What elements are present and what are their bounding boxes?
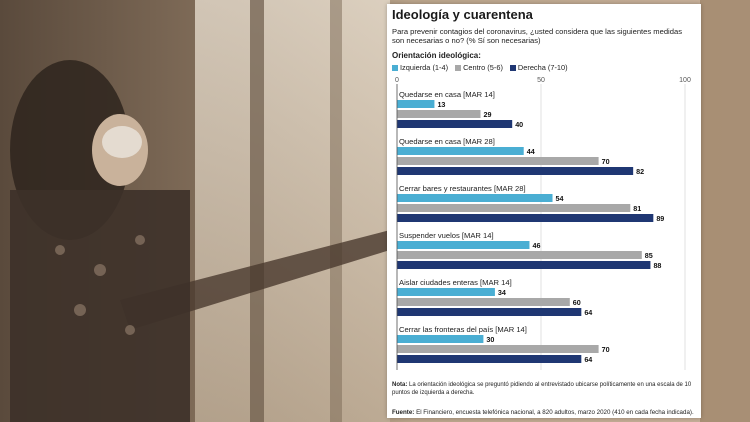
note-text: La orientación ideológica se preguntó pi… — [392, 382, 692, 396]
category-label: Cerrar bares y restaurantes [MAR 28] — [399, 184, 526, 193]
x-tick-label: 0 — [395, 77, 399, 84]
data-label: 46 — [532, 241, 540, 250]
legend-label-derecha: Derecha (7-10) — [517, 63, 568, 72]
bar — [397, 167, 634, 175]
legend-label-izquierda: Izquierda (1-4) — [400, 63, 449, 72]
chart-source: Fuente: El Financiero, encuesta telefóni… — [392, 409, 698, 416]
legend-swatch-centro — [455, 64, 462, 71]
bar — [397, 335, 484, 343]
legend-item-centro: Centro (5-6) — [455, 63, 503, 72]
x-tick-label: 50 — [537, 77, 545, 84]
bar — [397, 100, 435, 108]
category-label: Suspender vuelos [MAR 14] — [399, 231, 494, 240]
x-tick-label: 100 — [679, 77, 691, 84]
source-text: El Financiero, encuesta telefónica nacio… — [416, 409, 694, 416]
data-label: 13 — [437, 100, 445, 109]
data-label: 34 — [498, 288, 506, 297]
legend-label-centro: Centro (5-6) — [463, 63, 503, 72]
data-label: 29 — [484, 110, 492, 119]
bar — [397, 214, 654, 222]
chart-title: Ideología y cuarentena — [392, 7, 533, 22]
category-label: Quedarse en casa [MAR 28] — [399, 137, 495, 146]
bar — [397, 298, 570, 306]
legend: Izquierda (1-4) Centro (5-6) Derecha (7-… — [392, 63, 568, 72]
data-label: 88 — [653, 261, 661, 270]
bar — [397, 157, 599, 165]
bar — [397, 288, 495, 296]
data-label: 40 — [515, 120, 523, 129]
legend-item-derecha: Derecha (7-10) — [509, 63, 568, 72]
legend-swatch-derecha — [509, 64, 516, 71]
data-label: 89 — [656, 214, 664, 223]
data-label: 64 — [584, 308, 592, 317]
bar — [397, 110, 481, 118]
data-label: 64 — [584, 355, 592, 364]
bar-chart: 0 50 100 Quedarse en casa [MAR 14]13 29 40 Que… — [395, 77, 691, 370]
source-label: Fuente: — [392, 409, 415, 416]
note-label: Nota: — [392, 382, 408, 388]
legend-title: Orientación ideológica: — [392, 51, 481, 60]
data-label: 85 — [645, 251, 653, 260]
data-label: 82 — [636, 167, 644, 176]
data-label: 70 — [602, 345, 610, 354]
bar — [397, 251, 642, 259]
bar — [397, 147, 524, 155]
legend-swatch-izquierda — [392, 64, 398, 71]
bar — [397, 355, 582, 363]
data-label: 60 — [573, 298, 581, 307]
chart-note: Nota: La orientación ideológica se pregu… — [392, 382, 692, 397]
data-label: 30 — [486, 335, 494, 344]
chart-subtitle: Para prevenir contagios del coronavirus,… — [392, 27, 682, 45]
bar — [397, 204, 631, 212]
bar — [397, 120, 513, 128]
category-label: Cerrar las fronteras del país [MAR 14] — [399, 325, 527, 334]
bar — [397, 308, 582, 316]
bar — [397, 345, 599, 353]
data-label: 54 — [556, 194, 564, 203]
bar — [397, 261, 651, 269]
bar — [397, 241, 530, 249]
bar — [397, 194, 553, 202]
legend-item-izquierda: Izquierda (1-4) — [392, 63, 448, 72]
category-label: Aislar ciudades enteras [MAR 14] — [399, 278, 512, 287]
data-label: 44 — [527, 147, 535, 156]
data-label: 81 — [633, 204, 641, 213]
data-label: 70 — [602, 157, 610, 166]
category-label: Quedarse en casa [MAR 14] — [399, 90, 495, 99]
chart-card: Ideología y cuarentena Para prevenir con… — [387, 4, 701, 418]
